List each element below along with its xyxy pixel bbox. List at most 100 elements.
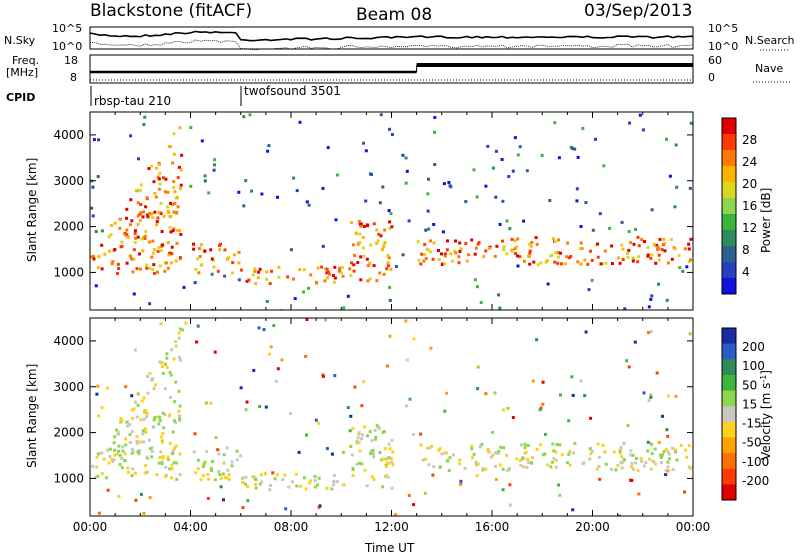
heatmap-cell (171, 430, 175, 434)
heatmap-cell (170, 476, 173, 480)
heatmap-cell (332, 483, 335, 487)
heatmap-cell (650, 452, 654, 456)
heatmap-cell (118, 226, 122, 230)
heatmap-cell (295, 189, 299, 193)
heatmap-cell (432, 465, 436, 469)
colorbar-swatch (722, 437, 736, 454)
heatmap-cell (178, 404, 182, 408)
heatmap-cell (178, 358, 182, 362)
heatmap-cell (559, 393, 562, 397)
heatmap-cell (552, 449, 556, 453)
heatmap-cell (260, 192, 264, 196)
heatmap-cell (297, 450, 301, 454)
heatmap-cell (151, 377, 155, 381)
heatmap-cell (668, 174, 672, 178)
heatmap-cell (389, 457, 393, 460)
heatmap-cell (688, 466, 692, 470)
heatmap-cell (659, 461, 663, 464)
heatmap-cell (565, 255, 569, 259)
heatmap-cell (387, 456, 391, 460)
heatmap-cell (650, 294, 654, 298)
heatmap-cell (557, 483, 561, 487)
heatmap-cell (144, 230, 148, 233)
colorbar-tick-label: 100 (742, 359, 765, 373)
cpid-label: CPID (6, 91, 35, 104)
heatmap-cell (657, 282, 660, 286)
heatmap-cell (171, 229, 175, 233)
heatmap-cell (206, 473, 210, 476)
heatmap-cell (381, 457, 385, 461)
heatmap-cell (237, 250, 241, 254)
heatmap-cell (579, 262, 583, 266)
heatmap-cell (192, 242, 195, 246)
heatmap-cell (124, 385, 128, 389)
heatmap-cell (151, 216, 155, 220)
y-tick-label: 2000 (53, 220, 84, 234)
heatmap-cell (133, 348, 137, 352)
heatmap-cell (546, 463, 550, 467)
heatmap-cell (642, 464, 646, 468)
heatmap-cell (553, 260, 557, 264)
heatmap-cell (476, 365, 480, 369)
heatmap-cell (353, 253, 356, 257)
heatmap-cell (148, 371, 152, 375)
heatmap-cell (390, 438, 394, 442)
heatmap-cell (437, 249, 440, 252)
heatmap-cell (389, 212, 393, 216)
heatmap-cell (629, 478, 633, 482)
heatmap-cell (350, 453, 354, 457)
heatmap-cell (253, 267, 257, 271)
heatmap-cell (134, 498, 138, 502)
heatmap-cell (153, 416, 157, 420)
heatmap-cell (627, 248, 631, 252)
heatmap-cell (172, 227, 176, 231)
heatmap-cell (284, 507, 288, 511)
heatmap-cell (129, 223, 133, 227)
colorbar-swatch (722, 453, 736, 470)
velocity-y-ticks: 1000 2000 3000 4000 (53, 334, 693, 485)
heatmap-cell (137, 157, 140, 161)
heatmap-cell (91, 214, 95, 218)
heatmap-cell (596, 242, 600, 246)
heatmap-cell (316, 266, 320, 270)
heatmap-cell (172, 186, 176, 189)
heatmap-cell (292, 176, 296, 180)
heatmap-cell (571, 393, 575, 397)
colorbar-tick-label: 28 (742, 133, 757, 147)
heatmap-cell (210, 257, 214, 261)
heatmap-cell (358, 461, 362, 465)
heatmap-cell (568, 450, 572, 453)
heatmap-cell (232, 253, 236, 257)
heatmap-cell (511, 169, 515, 173)
heatmap-cell (433, 163, 437, 166)
heatmap-cell (151, 268, 155, 272)
heatmap-cell (157, 210, 161, 214)
heatmap-cell (654, 261, 658, 265)
heatmap-cell (145, 455, 149, 459)
heatmap-cell (501, 467, 505, 471)
heatmap-cell (100, 472, 104, 476)
heatmap-cell (497, 449, 501, 453)
heatmap-cell (358, 232, 362, 236)
heatmap-cell (140, 399, 144, 403)
heatmap-cell (150, 455, 154, 459)
heatmap-cell (626, 255, 630, 259)
heatmap-cell (351, 427, 355, 431)
heatmap-cell (275, 473, 279, 477)
heatmap-cell (573, 147, 577, 151)
heatmap-cell (106, 386, 110, 390)
heatmap-cell (373, 428, 377, 432)
heatmap-cell (375, 228, 379, 232)
heatmap-cell (117, 444, 121, 448)
heatmap-cell (471, 456, 475, 460)
heatmap-cell (146, 375, 150, 378)
heatmap-cell (325, 447, 329, 451)
heatmap-cell (657, 440, 661, 444)
heatmap-cell (210, 272, 214, 276)
colorbar-tick-label: 4 (742, 265, 750, 279)
heatmap-cell (143, 115, 147, 119)
heatmap-cell (618, 449, 622, 453)
heatmap-cell (438, 447, 442, 451)
heatmap-cell (182, 285, 186, 289)
